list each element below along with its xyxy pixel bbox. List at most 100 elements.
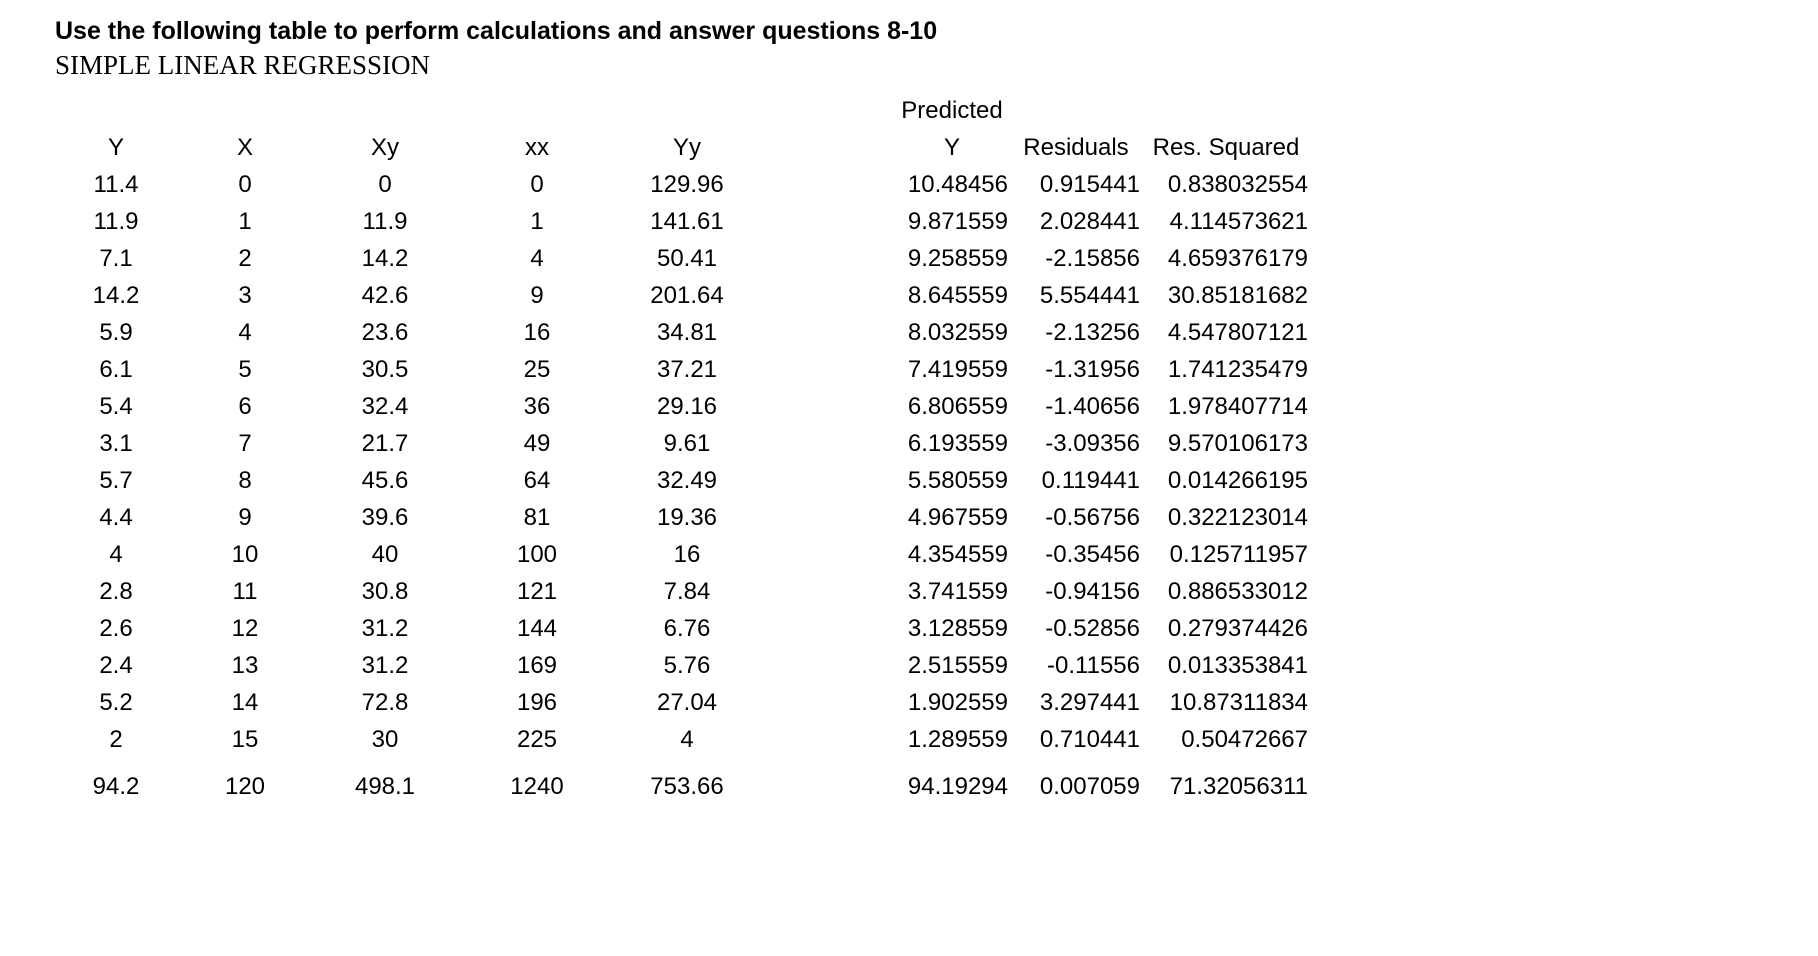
cell: -0.35456	[1045, 540, 1140, 568]
cell: 498.1	[354, 772, 416, 800]
cell: 8	[238, 466, 252, 494]
cell: 4.547807121	[1167, 318, 1308, 346]
cell: 5.76	[663, 651, 711, 679]
cell: 49	[523, 429, 551, 457]
spacer-cell	[757, 277, 894, 314]
spacer-cell	[757, 314, 894, 351]
cell: 29.16	[656, 392, 718, 420]
cell: -0.56756	[1045, 503, 1140, 531]
empty-header-cell	[1010, 92, 1142, 129]
cell: 121	[516, 577, 558, 605]
cell: -1.40656	[1045, 392, 1140, 420]
cell: 27.04	[656, 688, 718, 716]
cell: 120	[224, 772, 266, 800]
cell: 10.87311834	[1169, 688, 1308, 716]
cell: 2	[109, 725, 123, 753]
cell: 45.6	[361, 466, 409, 494]
spacer-cell	[757, 768, 894, 805]
table-body: 11.4 0 0 0 129.96 10.48456 0.915441 0.838032554…	[55, 166, 1310, 805]
cell: 30	[371, 725, 399, 753]
table-row: 5.4 6 32.4 36 29.16 6.806559 -1.40656 1.9784077…	[55, 388, 1310, 425]
col-header-x: X	[236, 133, 253, 161]
cell: 21.7	[361, 429, 409, 457]
totals-row: 94.2 120 498.1 1240 753.66 94.19294 0.007059 71…	[55, 768, 1310, 805]
cell: -3.09356	[1045, 429, 1140, 457]
cell: 34.81	[656, 318, 718, 346]
cell: 0.838032554	[1167, 170, 1308, 198]
gap-row	[55, 758, 1310, 768]
cell: 16	[523, 318, 551, 346]
cell: 4.4	[99, 503, 133, 531]
table-row: 5.7 8 45.6 64 32.49 5.580559 0.119441 0.0142661…	[55, 462, 1310, 499]
cell: 30.85181682	[1167, 281, 1308, 309]
table-row: 5.2 14 72.8 196 27.04 1.902559 3.297441 10.8731…	[55, 684, 1310, 721]
spacer-cell	[757, 203, 894, 240]
cell: 14.2	[92, 281, 140, 309]
cell: 1.978407714	[1167, 392, 1308, 420]
page-subtitle: SIMPLE LINEAR REGRESSION	[55, 50, 431, 80]
cell: 6.1	[99, 355, 133, 383]
cell: 1.289559	[907, 725, 1008, 753]
cell: 0.007059	[1039, 772, 1140, 800]
empty-header-cell	[1142, 92, 1310, 129]
col-header-yy: Yy	[672, 133, 701, 161]
cell: 0.125711957	[1169, 540, 1308, 568]
page-title: Use the following table to perform calcu…	[55, 17, 938, 45]
col-header-y: Y	[107, 133, 124, 161]
cell: 2.6	[99, 614, 133, 642]
cell: 2.4	[99, 651, 133, 679]
cell: 4.967559	[907, 503, 1008, 531]
cell: -2.13256	[1045, 318, 1140, 346]
cell: 753.66	[650, 772, 724, 800]
cell: 31.2	[361, 651, 409, 679]
cell: 3.297441	[1039, 688, 1140, 716]
cell: 5.554441	[1039, 281, 1140, 309]
col-header-res-squared: Res. Squared	[1152, 133, 1300, 161]
predicted-overline-header: Predicted	[901, 96, 1003, 124]
cell: 9.61	[663, 429, 711, 457]
cell: 0	[378, 170, 392, 198]
cell: 42.6	[361, 281, 409, 309]
cell: 100	[516, 540, 558, 568]
table-row: 7.1 2 14.2 4 50.41 9.258559 -2.15856 4.65937617…	[55, 240, 1310, 277]
cell: 37.21	[656, 355, 718, 383]
cell: 11.4	[93, 170, 139, 198]
cell: 6.76	[663, 614, 711, 642]
cell: 5	[238, 355, 252, 383]
cell: 7.1	[99, 244, 133, 272]
cell: 0.119441	[1041, 466, 1140, 494]
cell: 11.9	[93, 207, 139, 235]
cell: 39.6	[361, 503, 409, 531]
table-row: 6.1 5 30.5 25 37.21 7.419559 -1.31956 1.7412354…	[55, 351, 1310, 388]
cell: 0.50472667	[1181, 725, 1308, 753]
cell: 16	[673, 540, 701, 568]
cell: -1.31956	[1045, 355, 1140, 383]
spacer-cell	[757, 573, 894, 610]
cell: 4	[238, 318, 252, 346]
cell: 40	[371, 540, 399, 568]
cell: 4	[109, 540, 123, 568]
spacer-cell	[757, 721, 894, 758]
cell: 0	[530, 170, 544, 198]
cell: 144	[516, 614, 558, 642]
cell: -0.11556	[1047, 651, 1140, 679]
cell: 1	[530, 207, 544, 235]
cell: 3.1	[99, 429, 133, 457]
cell: 0.710441	[1039, 725, 1140, 753]
table-row: 4.4 9 39.6 81 19.36 4.967559 -0.56756 0.3221230…	[55, 499, 1310, 536]
cell: 7	[238, 429, 252, 457]
cell: 19.36	[656, 503, 718, 531]
cell: 94.2	[92, 772, 140, 800]
table-row: 3.1 7 21.7 49 9.61 6.193559 -3.09356 9.57010617…	[55, 425, 1310, 462]
cell: 81	[523, 503, 551, 531]
cell: 141.61	[650, 207, 724, 235]
cell: 6.806559	[907, 392, 1008, 420]
cell: 2.028441	[1039, 207, 1140, 235]
cell: 3.741559	[907, 577, 1008, 605]
table-row: 11.9 1 11.9 1 141.61 9.871559 2.028441 4.114573…	[55, 203, 1310, 240]
cell: 4.659376179	[1167, 244, 1308, 272]
empty-header-cell	[55, 92, 894, 129]
cell: 71.32056311	[1169, 772, 1308, 800]
table-row: 5.9 4 23.6 16 34.81 8.032559 -2.13256 4.5478071…	[55, 314, 1310, 351]
